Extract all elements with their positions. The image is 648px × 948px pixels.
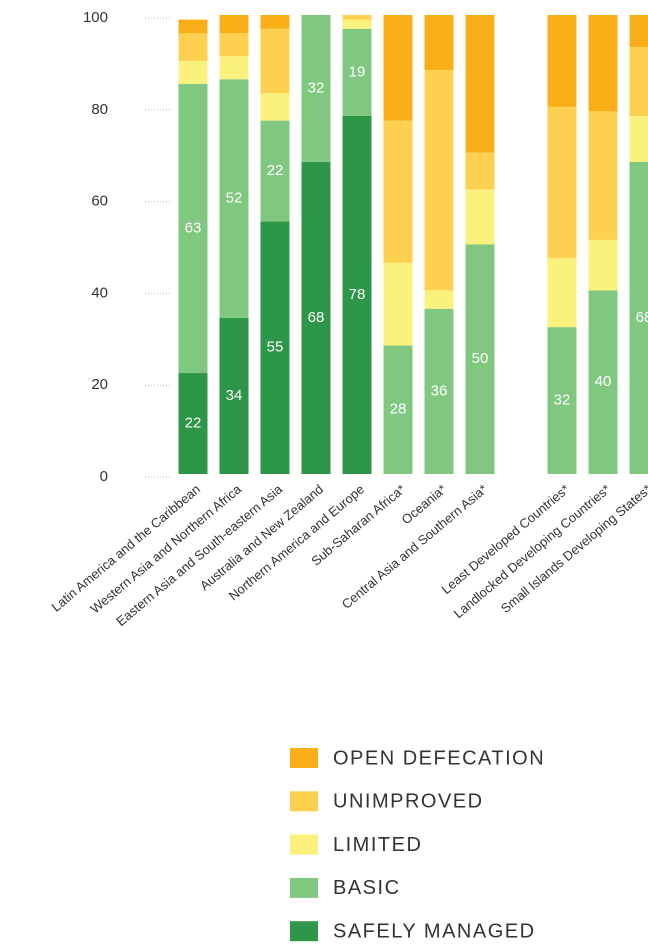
bar-segment bbox=[260, 120, 290, 222]
bar-segment bbox=[178, 373, 208, 474]
data-label: 22 bbox=[185, 414, 202, 431]
bar-segment bbox=[424, 290, 454, 309]
bar-segment bbox=[547, 106, 577, 259]
bar-segment bbox=[547, 15, 577, 107]
data-label: 50 bbox=[472, 350, 489, 367]
legend-swatch bbox=[290, 791, 318, 812]
bar-segment bbox=[465, 244, 495, 474]
bar-segment bbox=[178, 19, 208, 34]
legend-swatch bbox=[290, 877, 318, 898]
bar-segment bbox=[178, 83, 208, 374]
bar-segment bbox=[178, 60, 208, 84]
bar-segment bbox=[588, 15, 618, 112]
y-tick-label: 40 bbox=[91, 284, 108, 301]
data-label: 22 bbox=[267, 162, 284, 179]
bar-segment bbox=[465, 189, 495, 245]
bar-segment bbox=[219, 15, 249, 34]
bar-segment bbox=[588, 239, 618, 291]
y-tick-label: 0 bbox=[100, 468, 108, 485]
bar-segment bbox=[424, 308, 454, 474]
bar-segment bbox=[301, 15, 331, 162]
x-tick-label: Central Asia and Southern Asia* bbox=[339, 481, 490, 611]
bar-segment bbox=[547, 327, 577, 474]
data-label: 32 bbox=[554, 392, 571, 409]
bar-segment bbox=[342, 115, 372, 474]
legend-swatch bbox=[290, 921, 318, 942]
bar-segment bbox=[342, 28, 372, 116]
bar-segment bbox=[629, 115, 648, 162]
bar-segment bbox=[383, 262, 413, 346]
legend-label: SAFELY MANAGED bbox=[333, 920, 536, 942]
x-tick-label: Western Asia and Northern Africa bbox=[87, 481, 244, 616]
data-label: 36 bbox=[431, 382, 448, 399]
bar-segment bbox=[465, 152, 495, 190]
bar-segment bbox=[342, 19, 372, 29]
bar-segment bbox=[260, 221, 290, 474]
data-label: 63 bbox=[185, 219, 202, 236]
bar-segment bbox=[383, 345, 413, 474]
bar-segment bbox=[465, 15, 495, 153]
bar-segment bbox=[547, 258, 577, 328]
legend-label: OPEN DEFECATION bbox=[333, 747, 545, 769]
legend-swatch bbox=[290, 834, 318, 855]
bar-segment bbox=[301, 161, 331, 474]
data-label: 40 bbox=[595, 373, 612, 390]
data-label: 68 bbox=[636, 309, 648, 326]
bar-segment bbox=[260, 93, 290, 121]
bar-segment bbox=[588, 111, 618, 240]
data-label: 55 bbox=[267, 339, 284, 356]
bar-segment bbox=[260, 15, 290, 29]
data-label: 68 bbox=[308, 309, 325, 326]
bar-segment bbox=[342, 15, 372, 20]
y-tick-label: 100 bbox=[83, 9, 108, 26]
bar-segment bbox=[219, 33, 249, 57]
legend-label: LIMITED bbox=[333, 834, 422, 856]
y-tick-label: 20 bbox=[91, 376, 108, 393]
data-label: 19 bbox=[349, 63, 366, 80]
bar-segment bbox=[424, 70, 454, 291]
bar-segment bbox=[219, 79, 249, 318]
bar-segment bbox=[424, 15, 454, 71]
x-tick-label: Latin America and the Caribbean bbox=[48, 481, 203, 614]
legend-label: UNIMPROVED bbox=[333, 791, 484, 813]
x-tick-label: Eastern Asia and South-eastern Asia bbox=[113, 481, 285, 629]
data-label: 32 bbox=[308, 79, 325, 96]
data-label: 34 bbox=[226, 387, 243, 404]
bar-segment bbox=[588, 290, 618, 474]
data-label: 52 bbox=[226, 190, 243, 207]
legend-label: BASIC bbox=[333, 877, 401, 899]
legend-swatch bbox=[290, 748, 318, 768]
bar-segment bbox=[178, 33, 208, 61]
bar-segment bbox=[383, 120, 413, 263]
y-tick-label: 80 bbox=[91, 101, 108, 118]
bar-segment bbox=[629, 15, 648, 48]
x-tick-label: Small Islands Developing States* bbox=[498, 481, 648, 616]
y-tick-label: 60 bbox=[91, 193, 108, 210]
bar-segment bbox=[629, 47, 648, 116]
data-label: 28 bbox=[390, 401, 407, 418]
bar-segment bbox=[383, 15, 413, 121]
bar-segment bbox=[219, 56, 249, 80]
bar-segment bbox=[260, 28, 290, 94]
data-label: 78 bbox=[349, 286, 366, 303]
bar-segment bbox=[629, 161, 648, 474]
bar-segment bbox=[219, 317, 249, 474]
